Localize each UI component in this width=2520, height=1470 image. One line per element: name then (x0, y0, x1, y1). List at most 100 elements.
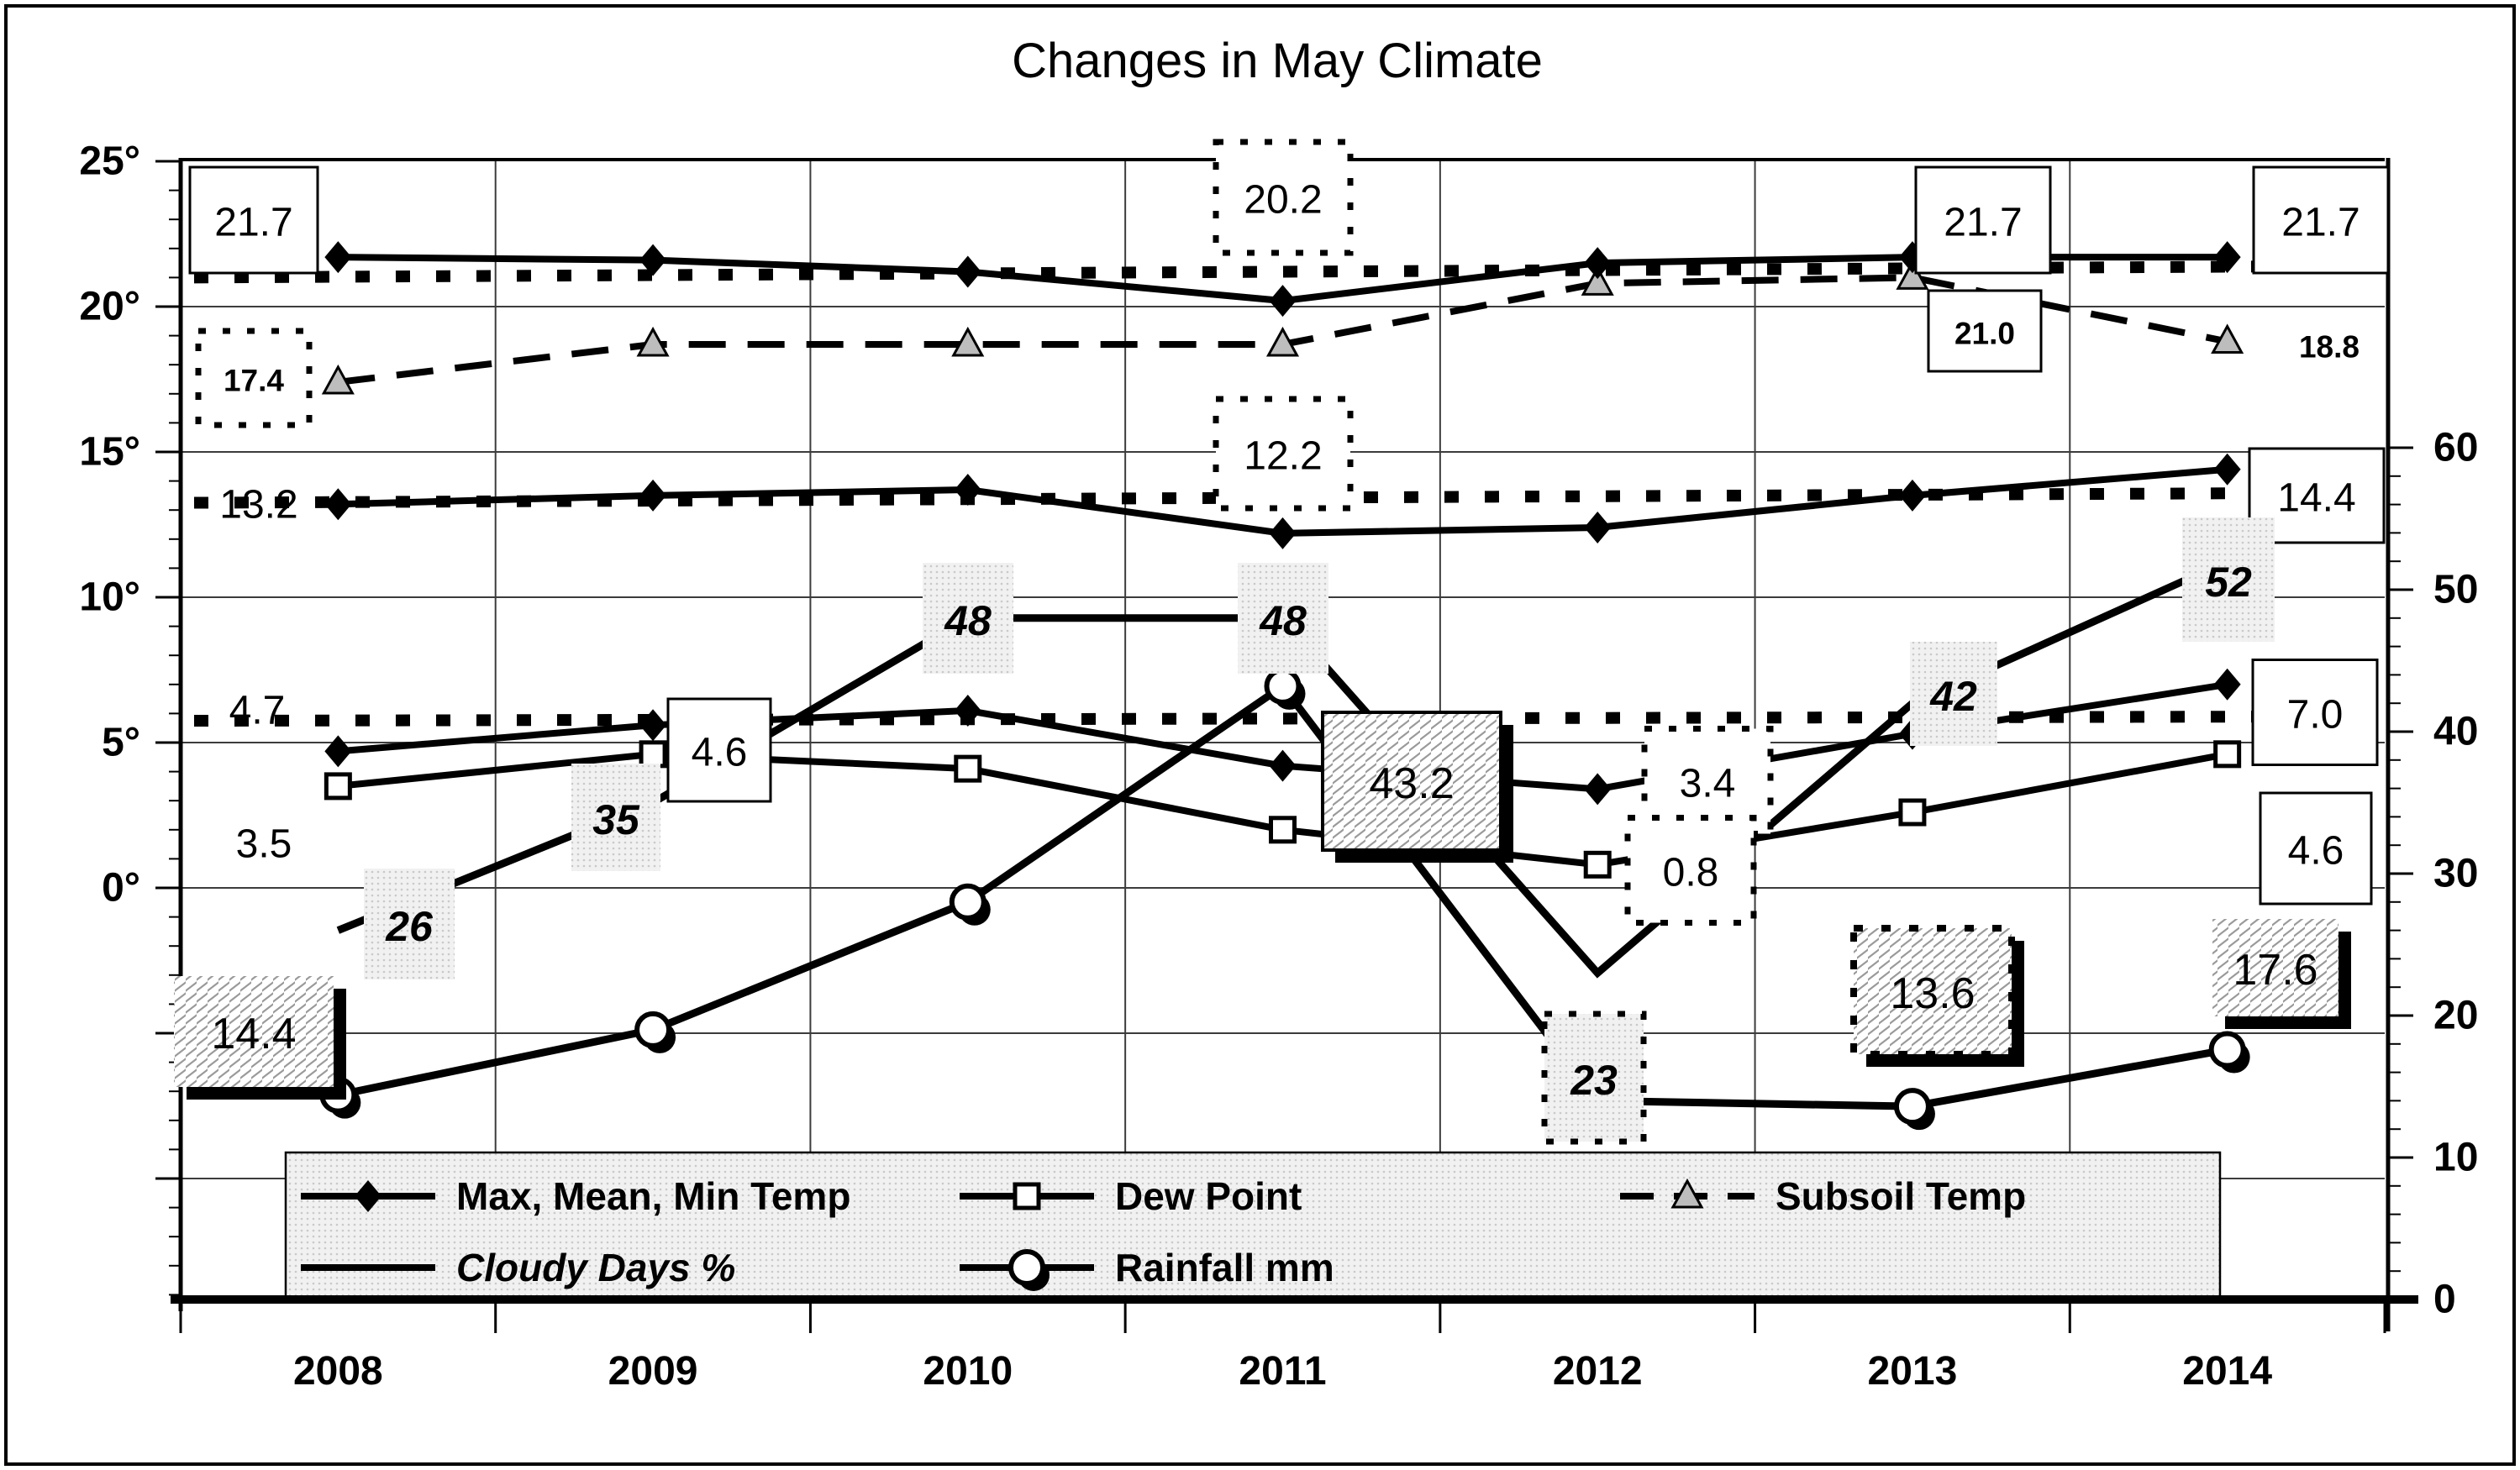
data-label-cloudy-days-2010: 48 (923, 563, 1013, 674)
legend-item-cloudy-days-: Cloudy Days % (301, 1246, 735, 1289)
square-marker (1013, 1182, 1041, 1210)
x-axis-year-label: 2011 (1239, 1349, 1326, 1394)
x-axis-year-label: 2014 (2182, 1349, 2272, 1394)
square-marker (324, 772, 352, 801)
label-box (364, 869, 455, 979)
label-text: 13.2 (219, 483, 297, 528)
data-label-max-temp-2011: 20.2 (1213, 139, 1354, 256)
label-box (174, 976, 334, 1087)
right-axis-label: 0 (2433, 1278, 2456, 1322)
left-axis-label: 0° (102, 866, 140, 911)
triangle-marker (1896, 260, 1929, 290)
left-axis-label: 10° (79, 575, 140, 620)
right-axis-label: 20 (2433, 994, 2478, 1038)
label-text: 12.2 (1244, 434, 1322, 479)
diamond-marker (324, 241, 352, 274)
label-box (2182, 517, 2275, 642)
label-text: 7.0 (2287, 693, 2344, 738)
legend-label: Cloudy Days % (456, 1246, 735, 1289)
x-axis-year-label: 2009 (608, 1349, 698, 1394)
label-text: 21.7 (1944, 201, 2022, 245)
data-label-cloudy-days-2011: 48 (1238, 563, 1328, 674)
label-text: 17.4 (224, 364, 284, 398)
diamond-marker (355, 1180, 381, 1212)
data-label-subsoil-temp-2013: 21.0 (1927, 289, 2043, 373)
diamond-marker (1584, 773, 1612, 806)
diamond-marker (639, 709, 667, 742)
legend-item-rainfall-mm: Rainfall mm (960, 1246, 1334, 1291)
series-mean-temp (324, 453, 2241, 549)
label-box (571, 764, 660, 871)
label-box (1927, 289, 2043, 373)
label-text: 52 (2205, 559, 2252, 606)
legend-item-dew-point: Dew Point (960, 1174, 1302, 1218)
triangle-marker (951, 326, 985, 357)
label-box (1910, 642, 1997, 746)
data-label-subsoil-temp-2008: 17.4 (195, 328, 313, 428)
diamond-marker (1269, 285, 1297, 318)
x-axis-year-label: 2008 (293, 1349, 383, 1394)
legend-label: Rainfall mm (1115, 1246, 1334, 1289)
square-marker (954, 754, 982, 783)
triangle-marker (1670, 1178, 1704, 1209)
data-label-dew-point-2009: 4.6 (666, 697, 772, 803)
figure-border (4, 4, 2516, 1466)
label-text: 3.5 (236, 822, 292, 867)
square-marker (639, 740, 667, 769)
data-label-subsoil-temp-2014: 18.8 (2299, 330, 2360, 365)
diamond-marker (639, 479, 667, 512)
label-text: 23 (1570, 1057, 1618, 1104)
label-text: 4.6 (2288, 829, 2344, 874)
label-text: 35 (592, 796, 640, 843)
triangle-marker (321, 364, 355, 395)
label-box (188, 165, 319, 275)
diamond-marker (1584, 511, 1612, 543)
data-label-cloudy-days-2012: 23 (1541, 1011, 1647, 1145)
circle-marker (1008, 1249, 1045, 1286)
label-text: 48 (1259, 597, 1307, 644)
diamond-marker (954, 694, 981, 727)
label-text: 14.4 (2277, 476, 2355, 521)
label-box (1850, 925, 2015, 1058)
label-box (2259, 791, 2373, 906)
label-text: 42 (1929, 673, 1977, 720)
label-text: 4.7 (229, 689, 286, 733)
label-text: 26 (385, 903, 434, 950)
legend-item-max-mean-min-temp: Max, Mean, Min Temp (301, 1174, 850, 1218)
left-axis-label: 5° (102, 721, 140, 765)
legend-label: Max, Mean, Min Temp (456, 1174, 850, 1218)
diamond-marker (639, 244, 667, 276)
label-box (2251, 659, 2379, 766)
series-subsoil-temp (321, 260, 2244, 395)
data-label-max-temp-2014: 21.7 (2252, 165, 2390, 275)
label-box (1914, 165, 2052, 275)
right-axis-label: 60 (2433, 426, 2478, 470)
right-axis-label: 50 (2433, 568, 2478, 612)
x-axis-year-label: 2013 (1868, 1349, 1958, 1394)
square-marker (1898, 798, 1927, 827)
data-label-rainfall-2008: 14.4 (174, 976, 346, 1100)
label-text: 18.8 (2299, 330, 2360, 365)
label-text: 0.8 (1663, 851, 1719, 895)
data-label-mean-temp-2011: 12.2 (1213, 396, 1354, 512)
data-label-min-temp-2014: 7.0 (2251, 659, 2379, 766)
label-box (1213, 396, 1354, 512)
data-label-dew-point-2008: 3.5 (236, 822, 292, 867)
label-text: 4.6 (692, 731, 748, 775)
label-box (666, 697, 772, 803)
circle-marker (1264, 667, 1302, 705)
right-axis-label: 30 (2433, 852, 2478, 896)
diamond-marker (1269, 749, 1297, 782)
label-box (195, 328, 313, 428)
legend-label: Subsoil Temp (1776, 1174, 2026, 1218)
label-text: 20.2 (1244, 178, 1322, 223)
left-axis-label: 25° (79, 139, 140, 184)
data-label-cloudy-days-2014: 52 (2182, 517, 2275, 642)
circle-marker (2208, 1031, 2246, 1068)
data-label-max-temp-2013: 21.7 (1914, 165, 2052, 275)
data-label-rainfall-2013: 13.6 (1850, 925, 2024, 1067)
triangle-marker (1581, 265, 1614, 296)
label-box (923, 563, 1013, 674)
circle-marker (1893, 1088, 1931, 1126)
